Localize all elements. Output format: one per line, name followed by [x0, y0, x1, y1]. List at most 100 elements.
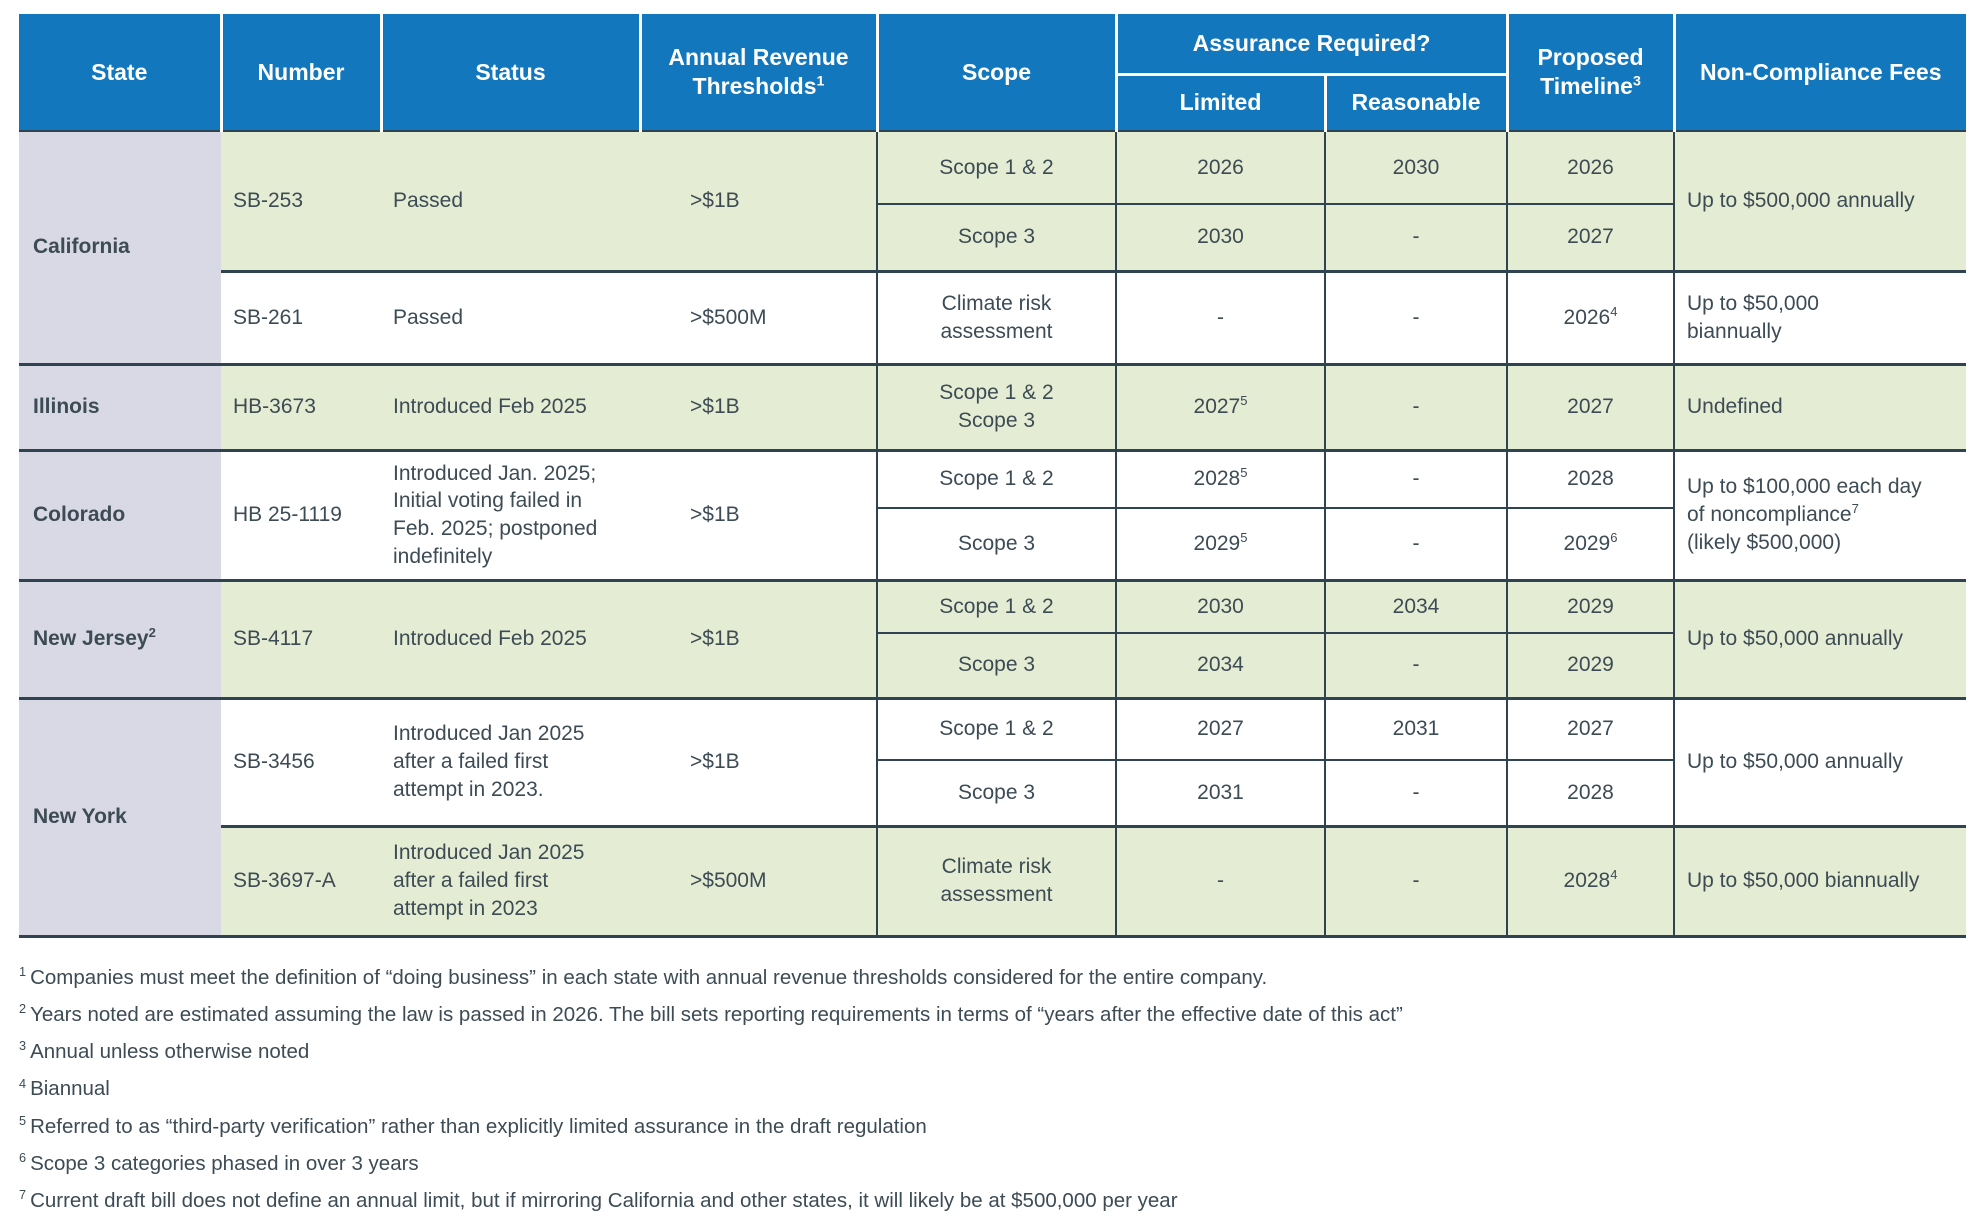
cell-california-sb253-s12-limited: 2026 [1115, 130, 1325, 204]
cell-california-sb253-s3-reasonable: - [1324, 203, 1507, 271]
col-header-thresholds: Annual Revenue Thresholds1 [640, 14, 879, 131]
footnote-3: 3 Annual unless otherwise noted [19, 1038, 1980, 1066]
cell-colorado-s3-reasonable: - [1324, 507, 1507, 580]
cell-newyork-sb3697a-number: SB-3697-A [221, 824, 381, 938]
footnotes: 1 Companies must meet the definition of “… [19, 964, 1980, 1216]
fees-line: Up to $100,000 each day [1687, 475, 1922, 499]
state-name: New Jersey [33, 627, 149, 651]
cell-newyork-sb3697a-status: Introduced Jan 2025 after a failed first… [381, 824, 640, 938]
cell-colorado-threshold: >$1B [640, 448, 877, 580]
header-row-2: Limited Reasonable [19, 74, 1966, 131]
state-climate-laws-table: State Number Status Annual Revenue Thres… [19, 14, 1966, 938]
cell-newyork-sb3456-s12-timeline: 2027 [1506, 696, 1674, 760]
cell-illinois-fees: Undefined [1673, 362, 1966, 450]
cell-california-sb253-status: Passed [381, 130, 640, 271]
cell-california-sb253-fees: Up to $500,000 annually [1673, 130, 1966, 271]
table-header: State Number Status Annual Revenue Thres… [19, 14, 1966, 131]
cell-newyork-sb3456-s3-limited: 2031 [1115, 759, 1325, 826]
row-california-sb261: SB-261 Passed >$500M Climate risk assess… [19, 269, 1966, 364]
col-header-state: State [19, 14, 223, 131]
footnote-6: 6 Scope 3 categories phased in over 3 yea… [19, 1150, 1980, 1178]
limited-year: 2028 [1193, 467, 1241, 491]
footnote-ref-2: 2 [148, 625, 156, 641]
cell-illinois-timeline: 2027 [1506, 362, 1674, 450]
cell-colorado-s3-timeline: 20296 [1506, 507, 1674, 580]
footnote-2: 2 Years noted are estimated assuming the … [19, 1001, 1980, 1029]
cell-state-colorado: Colorado [19, 448, 221, 580]
footnote-ref-5: 5 [1240, 465, 1248, 481]
footnote-ref-4: 4 [1610, 867, 1618, 883]
footnote-5: 5 Referred to as “third-party verificatio… [19, 1113, 1980, 1141]
cell-newyork-sb3456-s12-scope: Scope 1 & 2 [876, 696, 1116, 760]
footnote-5-marker: 5 [19, 1112, 27, 1128]
footnote-6-marker: 6 [19, 1150, 27, 1166]
footnote-5-text: Referred to as “third-party verification… [30, 1114, 927, 1138]
footnote-2-text: Years noted are estimated assuming the l… [30, 1002, 1403, 1026]
cell-illinois-limited: 20275 [1115, 362, 1325, 450]
cell-california-sb261-status: Passed [381, 269, 640, 364]
cell-newjersey-number: SB-4117 [221, 578, 381, 698]
footnote-3-marker: 3 [19, 1038, 27, 1054]
timeline-year: 2028 [1563, 869, 1611, 893]
cell-colorado-s3-limited: 20295 [1115, 507, 1325, 580]
cell-newjersey-s3-scope: Scope 3 [876, 632, 1116, 698]
footnote-1-marker: 1 [19, 963, 27, 979]
limited-year: 2029 [1193, 531, 1241, 555]
fees-line: (likely $500,000) [1687, 530, 1842, 554]
col-header-status: Status [381, 14, 642, 131]
cell-colorado-s12-scope: Scope 1 & 2 [876, 448, 1116, 508]
footnote-4: 4 Biannual [19, 1075, 1980, 1103]
cell-california-sb253-s12-scope: Scope 1 & 2 [876, 130, 1116, 204]
footnote-1-text: Companies must meet the definition of “d… [30, 965, 1268, 989]
cell-colorado-s12-reasonable: - [1324, 448, 1507, 508]
col-header-limited: Limited [1116, 74, 1327, 131]
cell-california-sb261-reasonable: - [1324, 269, 1507, 364]
col-header-timeline-text: Proposed Timeline [1537, 44, 1644, 99]
cell-newjersey-fees: Up to $50,000 annually [1673, 578, 1966, 698]
cell-california-sb261-threshold: >$500M [640, 269, 877, 364]
timeline-year: 2029 [1563, 531, 1611, 555]
cell-california-sb253-s12-reasonable: 2030 [1324, 130, 1507, 204]
cell-newjersey-s3-reasonable: - [1324, 632, 1507, 698]
cell-colorado-fees: Up to $100,000 each day of noncompliance… [1673, 448, 1966, 580]
cell-state-california: California [19, 130, 221, 364]
footnote-7: 7 Current draft bill does not define an a… [19, 1187, 1980, 1215]
row-newyork-sb3697a: SB-3697-A Introduced Jan 2025 after a fa… [19, 824, 1966, 938]
timeline-year: 2026 [1563, 305, 1611, 329]
cell-newjersey-s3-limited: 2034 [1115, 632, 1325, 698]
cell-illinois-status: Introduced Feb 2025 [381, 362, 640, 450]
cell-newjersey-s12-timeline: 2029 [1506, 578, 1674, 633]
fees-line: of noncompliance7 [1687, 501, 1958, 529]
cell-newyork-sb3456-status: Introduced Jan 2025 after a failed first… [381, 696, 640, 826]
cell-newyork-sb3456-s12-limited: 2027 [1115, 696, 1325, 760]
cell-illinois-reasonable: - [1324, 362, 1507, 450]
col-header-fees: Non-Compliance Fees [1674, 14, 1966, 131]
row-california-sb253-scope3: Scope 3 2030 - 2027 [19, 203, 1966, 271]
col-header-assurance: Assurance Required? [1116, 14, 1509, 76]
cell-newyork-sb3697a-scope: Climate risk assessment [876, 824, 1116, 938]
row-colorado-scope3: Scope 3 20295 - 20296 [19, 507, 1966, 580]
col-header-thresholds-text: Annual Revenue Thresholds [668, 44, 849, 99]
footnote-ref-1: 1 [816, 73, 825, 90]
col-header-number: Number [221, 14, 383, 131]
cell-state-newjersey: New Jersey2 [19, 578, 221, 698]
cell-colorado-s3-scope: Scope 3 [876, 507, 1116, 580]
cell-california-sb253-threshold: >$1B [640, 130, 877, 271]
cell-newjersey-s12-limited: 2030 [1115, 578, 1325, 633]
cell-newyork-sb3697a-fees: Up to $50,000 biannually [1673, 824, 1966, 938]
footnote-7-text: Current draft bill does not define an an… [30, 1189, 1178, 1213]
cell-illinois-scope: Scope 1 & 2 Scope 3 [876, 362, 1116, 450]
cell-colorado-s12-limited: 20285 [1115, 448, 1325, 508]
col-header-reasonable: Reasonable [1325, 74, 1509, 131]
cell-illinois-number: HB-3673 [221, 362, 381, 450]
cell-newyork-sb3456-s12-reasonable: 2031 [1324, 696, 1507, 760]
footnote-ref-6: 6 [1610, 529, 1618, 545]
cell-newyork-sb3456-s3-timeline: 2028 [1506, 759, 1674, 826]
cell-newjersey-s12-reasonable: 2034 [1324, 578, 1507, 633]
row-illinois-hb3673: Illinois HB-3673 Introduced Feb 2025 >$1… [19, 362, 1966, 450]
col-header-scope: Scope [877, 14, 1118, 131]
footnote-ref-5: 5 [1240, 393, 1248, 409]
cell-newjersey-s12-scope: Scope 1 & 2 [876, 578, 1116, 633]
cell-newjersey-s3-timeline: 2029 [1506, 632, 1674, 698]
